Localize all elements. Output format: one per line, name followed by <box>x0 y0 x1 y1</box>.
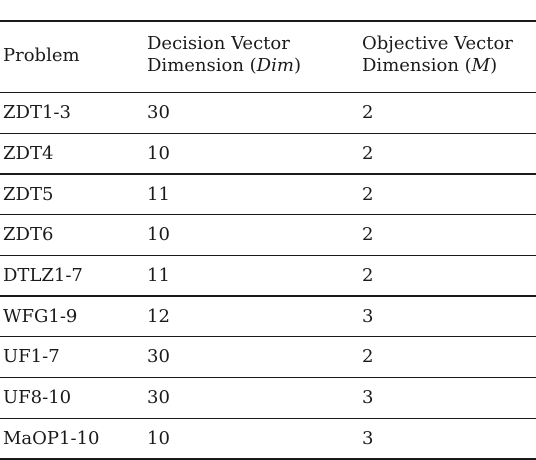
row-divider <box>0 295 536 297</box>
cell-problem: UF1-7 <box>3 346 60 368</box>
table-row: ZDT1-3 30 2 <box>0 93 536 133</box>
cell-dim: 10 <box>147 224 170 246</box>
cell-problem: WFG1-9 <box>3 305 78 327</box>
table-row: UF1-7 30 2 <box>0 337 536 377</box>
table-top-rule <box>0 20 536 22</box>
cell-problem: UF8-10 <box>3 387 72 408</box>
cell-dim: 11 <box>147 264 170 286</box>
header-decision-vector-line2: Dimension (Dim) <box>147 55 301 76</box>
cell-problem: MaOP1-10 <box>3 427 100 449</box>
table-row: UF8-10 30 3 <box>0 378 536 418</box>
cell-dim: 10 <box>147 427 170 449</box>
cell-m: 2 <box>362 102 374 124</box>
cell-m: 2 <box>362 264 374 286</box>
row-divider <box>0 132 536 134</box>
table-header-rule <box>0 92 536 94</box>
table-row: WFG1-9 12 3 <box>0 297 536 337</box>
dimensions-table: Problem Decision Vector Dimension (Dim) … <box>0 20 536 460</box>
cell-dim: 10 <box>147 142 170 164</box>
cell-problem: ZDT4 <box>3 142 54 164</box>
cell-dim: 30 <box>147 387 170 408</box>
row-divider <box>0 376 536 378</box>
cell-m: 3 <box>362 387 374 408</box>
table-row: DTLZ1-7 11 2 <box>0 256 536 296</box>
cell-problem: DTLZ1-7 <box>3 264 83 286</box>
cell-dim: 30 <box>147 102 170 124</box>
cell-m: 2 <box>362 142 374 164</box>
cell-m: 2 <box>362 183 374 205</box>
cell-dim: 12 <box>147 305 170 327</box>
header-problem: Problem <box>3 45 80 66</box>
table-row: ZDT5 11 2 <box>0 175 536 215</box>
row-divider <box>0 254 536 256</box>
cell-m: 3 <box>362 427 374 449</box>
table-body: ZDT1-3 30 2 ZDT4 10 2 ZDT5 11 2 ZDT6 10 … <box>0 93 536 458</box>
table-row: ZDT4 10 2 <box>0 134 536 174</box>
header-decision-vector-line1: Decision Vector <box>147 33 290 54</box>
table-row: MaOP1-10 10 3 <box>0 419 536 459</box>
cell-dim: 30 <box>147 346 170 368</box>
row-divider <box>0 336 536 338</box>
header-objective-vector-line2: Dimension (M) <box>362 55 498 76</box>
cell-problem: ZDT5 <box>3 183 54 205</box>
header-decision-vector: Decision Vector Dimension (Dim) <box>147 33 301 77</box>
cell-problem: ZDT6 <box>3 224 54 246</box>
header-objective-vector-line1: Objective Vector <box>362 33 513 54</box>
cell-m: 2 <box>362 224 374 246</box>
table-row: ZDT6 10 2 <box>0 215 536 255</box>
row-divider <box>0 417 536 419</box>
row-divider <box>0 214 536 216</box>
row-divider <box>0 173 536 175</box>
header-objective-vector: Objective Vector Dimension (M) <box>362 33 513 77</box>
cell-problem: ZDT1-3 <box>3 102 71 124</box>
cell-m: 2 <box>362 346 374 368</box>
cell-dim: 11 <box>147 183 170 205</box>
table-header-row: Problem Decision Vector Dimension (Dim) … <box>0 22 536 92</box>
cell-m: 3 <box>362 305 374 327</box>
